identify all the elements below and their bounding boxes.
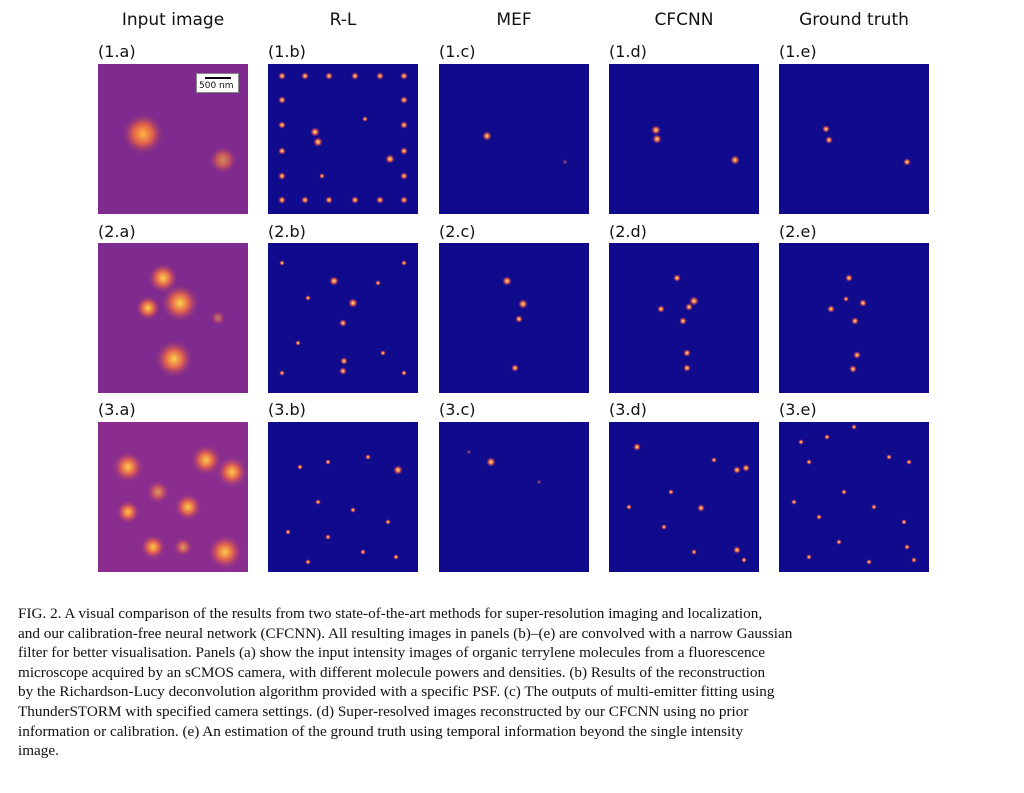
panel-label-3a: (3.a): [98, 400, 136, 419]
panel-label-3b: (3.b): [268, 400, 306, 419]
figure-caption: FIG. 2. A visual comparison of the resul…: [18, 604, 1008, 761]
caption-line: FIG. 2. A visual comparison of the resul…: [18, 605, 763, 622]
panel-label-2d: (2.d): [609, 222, 647, 241]
panel-1a-input-image: 500 nm: [98, 64, 248, 214]
panel-label-1e: (1.e): [779, 42, 817, 61]
panel-2c-mef: [439, 243, 589, 393]
column-header-mef: MEF: [496, 10, 532, 30]
column-header-ground-truth: Ground truth: [799, 10, 909, 30]
panel-2e-ground-truth: [779, 243, 929, 393]
column-header-cfcnn: CFCNN: [654, 10, 714, 30]
caption-line: image.: [18, 742, 59, 760]
panel-label-2a: (2.a): [98, 222, 136, 241]
panel-label-1b: (1.b): [268, 42, 306, 61]
panel-1e-ground-truth: [779, 64, 929, 214]
panel-label-2c: (2.c): [439, 222, 476, 241]
panel-label-3c: (3.c): [439, 400, 476, 419]
panel-1c-mef: [439, 64, 589, 214]
panel-1d-cfcnn: [609, 64, 759, 214]
panel-2b-rl: [268, 243, 418, 393]
scale-bar-label: 500 nm: [199, 81, 234, 91]
panel-3b-rl: [268, 422, 418, 572]
panel-3a-input-image: [98, 422, 248, 572]
caption-line: and our calibration-free neural network …: [18, 624, 793, 642]
caption-line: filter for better visualisation. Panels …: [18, 644, 766, 662]
panel-label-2e: (2.e): [779, 222, 817, 241]
panel-label-1d: (1.d): [609, 42, 647, 61]
caption-line: information or calibration. (e) An estim…: [18, 722, 744, 740]
panel-label-2b: (2.b): [268, 222, 306, 241]
panel-label-1c: (1.c): [439, 42, 476, 61]
panel-label-1a: (1.a): [98, 42, 136, 61]
panel-3e-ground-truth: [779, 422, 929, 572]
panel-label-3e: (3.e): [779, 400, 817, 419]
scale-bar-line: [205, 77, 231, 79]
scale-bar: 500 nm: [196, 73, 239, 93]
panel-2a-input-image: [98, 243, 248, 393]
caption-line: microscope acquired by an sCMOS camera, …: [18, 663, 766, 681]
panel-1b-rl: [268, 64, 418, 214]
panel-3d-cfcnn: [609, 422, 759, 572]
caption-line: by the Richardson-Lucy deconvolution alg…: [18, 683, 775, 701]
column-header-rl: R-L: [329, 10, 357, 30]
panel-label-3d: (3.d): [609, 400, 647, 419]
panel-3c-mef: [439, 422, 589, 572]
caption-line: ThunderSTORM with specified camera setti…: [18, 702, 749, 720]
column-header-input-image: Input image: [121, 10, 225, 30]
panel-2d-cfcnn: [609, 243, 759, 393]
